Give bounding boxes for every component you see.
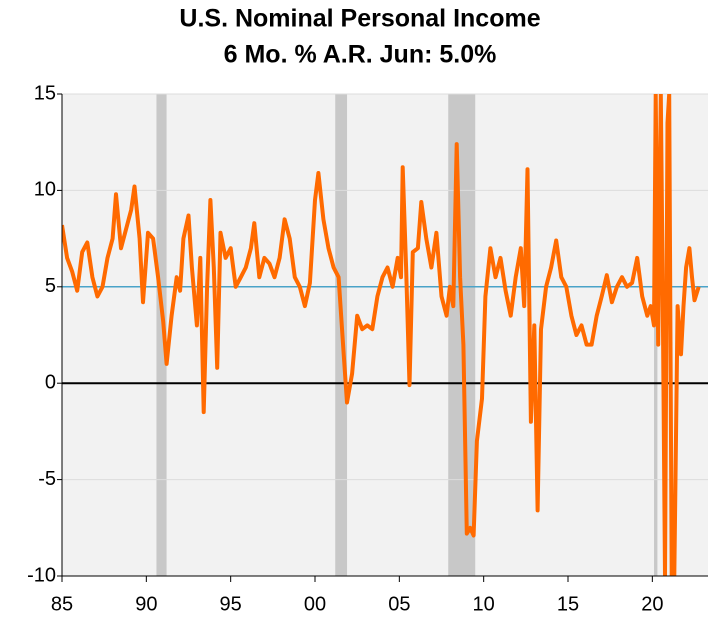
recession-band bbox=[654, 94, 658, 576]
x-tick-label: 00 bbox=[304, 593, 326, 615]
x-tick-label: 95 bbox=[220, 593, 242, 615]
data-line bbox=[62, 94, 701, 576]
x-tick-label: 20 bbox=[641, 593, 663, 615]
y-tick-label: 0 bbox=[45, 371, 56, 393]
y-tick-label: 10 bbox=[34, 179, 56, 201]
y-tick-label: 5 bbox=[45, 275, 56, 297]
y-tick-label: -10 bbox=[27, 564, 56, 586]
x-tick-label: 15 bbox=[557, 593, 579, 615]
chart-subtitle: 6 Mo. % A.R. Jun: 5.0% bbox=[224, 41, 497, 69]
x-tick-label: 10 bbox=[473, 593, 495, 615]
y-tick-label: 15 bbox=[34, 82, 56, 104]
x-tick-label: 90 bbox=[135, 593, 157, 615]
x-tick-label: 05 bbox=[388, 593, 410, 615]
y-tick-label: -5 bbox=[38, 468, 56, 490]
x-tick-label: 85 bbox=[51, 593, 73, 615]
chart-title: U.S. Nominal Personal Income bbox=[179, 5, 540, 33]
recession-band bbox=[156, 94, 167, 576]
